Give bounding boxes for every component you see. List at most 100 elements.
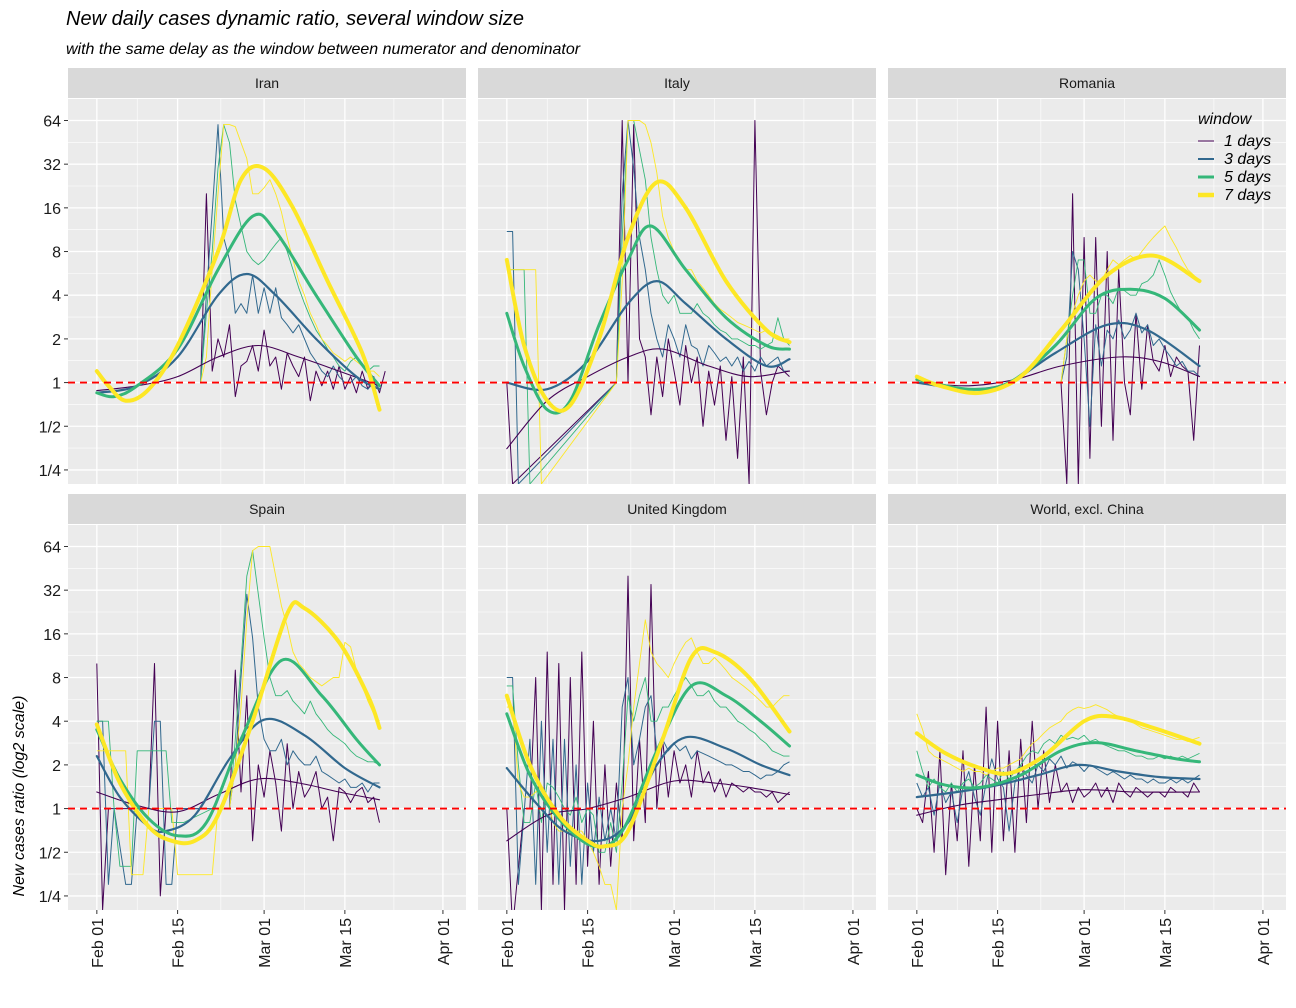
raw-line-7-days bbox=[200, 124, 380, 383]
facet-strip bbox=[478, 494, 876, 524]
x-tick-label: Mar 15 bbox=[338, 918, 355, 968]
legend-title: window bbox=[1198, 111, 1253, 128]
raw-line-1-days bbox=[1060, 193, 1200, 484]
smooth-line-3-days bbox=[915, 763, 1201, 799]
x-tick-label: Mar 01 bbox=[257, 918, 274, 968]
x-tick-label: Feb 15 bbox=[171, 918, 188, 968]
y-tick-label: 64 bbox=[43, 539, 61, 556]
series-lines bbox=[914, 704, 1202, 876]
raw-line-1-days bbox=[916, 706, 1200, 876]
smooth-line-3-days bbox=[95, 272, 381, 394]
x-tick-label: Mar 15 bbox=[1158, 918, 1175, 968]
smooth-line-5-days bbox=[505, 681, 791, 849]
smooth-line-7-days bbox=[94, 164, 382, 412]
raw-line-5-days bbox=[96, 550, 380, 867]
smooth-line-1-days bbox=[96, 777, 381, 813]
facet-label: World, excl. China bbox=[1030, 501, 1144, 517]
raw-line-3-days bbox=[1060, 251, 1200, 427]
smooth-line-7-days bbox=[504, 646, 792, 849]
y-tick-label: 32 bbox=[43, 157, 61, 174]
facet-label: Italy bbox=[664, 75, 690, 91]
series-lines bbox=[914, 193, 1202, 484]
smooth-line-1-days bbox=[506, 348, 791, 450]
raw-line-1-days bbox=[96, 663, 380, 910]
panel-world-excl-china: World, excl. China Feb 01 Feb 15 Mar 01 Mar … bbox=[888, 494, 1286, 968]
chart-subtitle: with the same delay as the window betwee… bbox=[66, 41, 581, 58]
y-tick-label: 16 bbox=[43, 627, 61, 644]
plot-background bbox=[888, 99, 1286, 484]
smooth-line-1-days bbox=[506, 779, 791, 842]
series-lines bbox=[94, 546, 382, 910]
y-tick-label: 8 bbox=[52, 671, 61, 688]
smooth-line-1-days bbox=[916, 356, 1201, 387]
panel-iran: Iran 1/4 1/2 1 2 4 8 16 32 64 bbox=[39, 68, 466, 484]
smooth-line-7-days bbox=[914, 253, 1202, 396]
facet-label: Romania bbox=[1059, 75, 1115, 91]
series-lines bbox=[504, 120, 792, 484]
x-tick-label: Feb 01 bbox=[90, 918, 107, 968]
facet-label: Iran bbox=[255, 75, 279, 91]
smooth-line-5-days bbox=[915, 741, 1201, 790]
x-tick-label: Apr 01 bbox=[1256, 918, 1273, 965]
smooth-line-7-days bbox=[94, 600, 382, 846]
raw-line-7-days bbox=[916, 704, 1200, 776]
y-axis-label: New cases ratio (log2 scale) bbox=[11, 696, 28, 897]
x-tick-label: Apr 01 bbox=[846, 918, 863, 965]
legend-entry-label: 7 days bbox=[1224, 187, 1271, 204]
smooth-line-7-days bbox=[914, 713, 1202, 776]
legend-entry-label: 1 days bbox=[1224, 133, 1271, 150]
raw-line-5-days bbox=[916, 734, 1200, 793]
x-tick-label: Mar 01 bbox=[1077, 918, 1094, 968]
raw-line-7-days bbox=[1060, 225, 1200, 383]
y-tick-label: 1 bbox=[52, 376, 61, 393]
smooth-line-7-days bbox=[504, 179, 792, 413]
plot-background bbox=[478, 525, 876, 910]
y-tick-label: 64 bbox=[43, 113, 61, 130]
chart-title: New daily cases dynamic ratio, several w… bbox=[66, 8, 524, 30]
raw-line-5-days bbox=[200, 124, 380, 383]
panel-romania: Romania bbox=[888, 68, 1286, 484]
smooth-line-3-days bbox=[95, 717, 381, 834]
x-tick-label: Feb 01 bbox=[500, 918, 517, 968]
x-tick-label: Feb 01 bbox=[910, 918, 927, 968]
legend-entry-label: 3 days bbox=[1224, 151, 1271, 168]
x-tick-label: Feb 15 bbox=[991, 918, 1008, 968]
raw-line-3-days bbox=[916, 755, 1200, 832]
smooth-line-3-days bbox=[505, 279, 791, 392]
y-tick-label: 1/2 bbox=[39, 845, 61, 862]
plot-background bbox=[68, 99, 466, 484]
raw-line-5-days bbox=[1060, 259, 1200, 383]
facet-label: Spain bbox=[249, 501, 285, 517]
y-tick-label: 8 bbox=[52, 245, 61, 262]
raw-line-5-days bbox=[506, 677, 790, 853]
smooth-line-5-days bbox=[95, 657, 381, 838]
y-tick-label: 2 bbox=[52, 758, 61, 775]
y-tick-label: 1/4 bbox=[39, 889, 61, 906]
raw-line-1-days bbox=[506, 575, 790, 910]
x-tick-label: Mar 15 bbox=[748, 918, 765, 968]
panel-italy: Italy bbox=[478, 68, 876, 484]
raw-line-1-days bbox=[200, 193, 386, 402]
raw-line-3-days bbox=[506, 120, 790, 484]
panel-united-kingdom: United Kingdom Feb 01 Feb 15 Mar 01 Mar 15 Ap… bbox=[478, 494, 876, 968]
plot-background bbox=[478, 99, 876, 484]
y-tick-label: 16 bbox=[43, 201, 61, 218]
facet-strip bbox=[888, 494, 1286, 524]
y-tick-label: 4 bbox=[52, 714, 61, 731]
raw-line-7-days bbox=[96, 546, 380, 876]
smooth-line-5-days bbox=[95, 212, 381, 399]
panels: Iran 1/4 1/2 1 2 4 8 16 32 64 Italy Romania Spain 1/4… bbox=[39, 68, 1286, 968]
smooth-line-1-days bbox=[916, 789, 1201, 816]
facet-label: United Kingdom bbox=[627, 501, 727, 517]
facet-strip bbox=[68, 68, 466, 98]
raw-line-3-days bbox=[506, 677, 790, 885]
series-lines bbox=[94, 124, 386, 412]
smooth-line-5-days bbox=[505, 224, 791, 415]
panel-spain: Spain 1/4 1/2 1 2 4 8 16 32 64 Feb 01 Feb 15 Mar 01 M… bbox=[39, 494, 466, 968]
x-tick-label: Mar 01 bbox=[667, 918, 684, 968]
x-tick-label: Feb 15 bbox=[581, 918, 598, 968]
facet-strip bbox=[478, 68, 876, 98]
y-tick-label: 1/2 bbox=[39, 419, 61, 436]
